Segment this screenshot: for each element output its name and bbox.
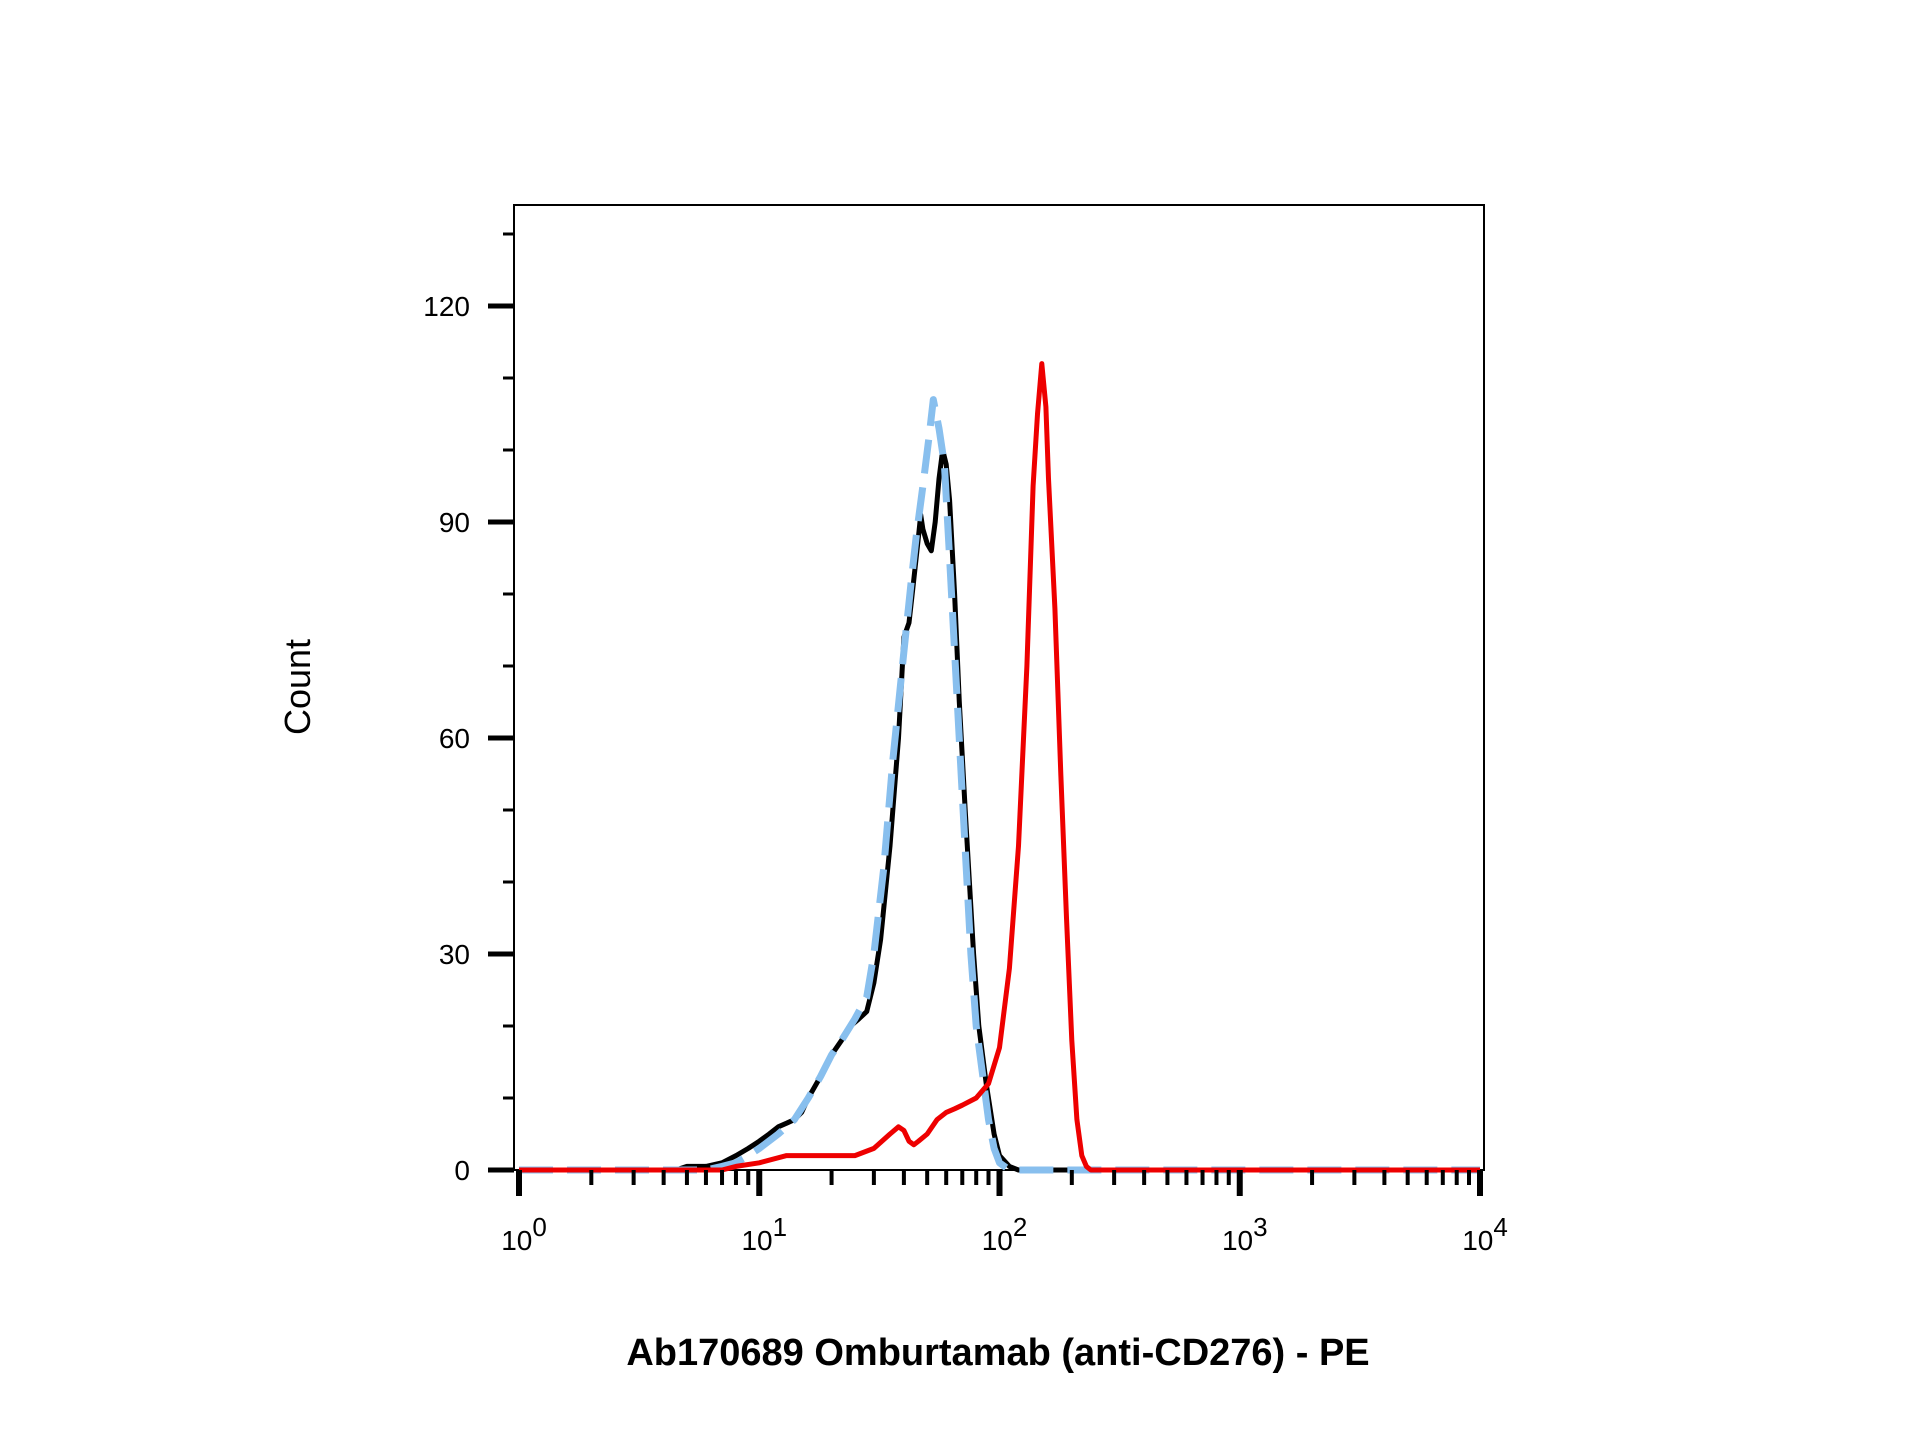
series-line-0 [519, 447, 1480, 1173]
y-tick-label: 30 [439, 939, 470, 970]
x-tick-label: 101 [741, 1212, 787, 1256]
x-axis: 100 101 102 103 104 [501, 1170, 1508, 1256]
series-layer [519, 361, 1480, 1174]
x-tick-label: 104 [1462, 1212, 1508, 1256]
series-line-2 [519, 361, 1480, 1173]
y-tick-label: 0 [454, 1155, 470, 1186]
y-axis-title: Count [277, 639, 318, 735]
series-line-1 [519, 396, 1480, 1174]
x-tick-label: 103 [1222, 1212, 1268, 1256]
x-axis-title: Ab170689 Omburtamab (anti-CD276) - PE [626, 1332, 1369, 1374]
y-axis: 0 30 60 90 120 [423, 232, 514, 1186]
y-tick-label: 90 [439, 507, 470, 538]
plot-frame [513, 204, 1485, 1171]
x-tick-label: 102 [982, 1212, 1028, 1256]
y-tick-label: 120 [423, 291, 470, 322]
x-tick-label: 100 [501, 1212, 547, 1256]
y-tick-label: 60 [439, 723, 470, 754]
